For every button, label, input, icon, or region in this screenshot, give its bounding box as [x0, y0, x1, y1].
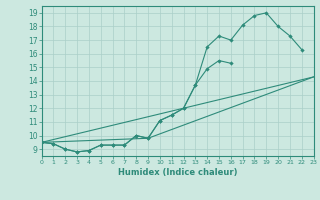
X-axis label: Humidex (Indice chaleur): Humidex (Indice chaleur): [118, 168, 237, 177]
